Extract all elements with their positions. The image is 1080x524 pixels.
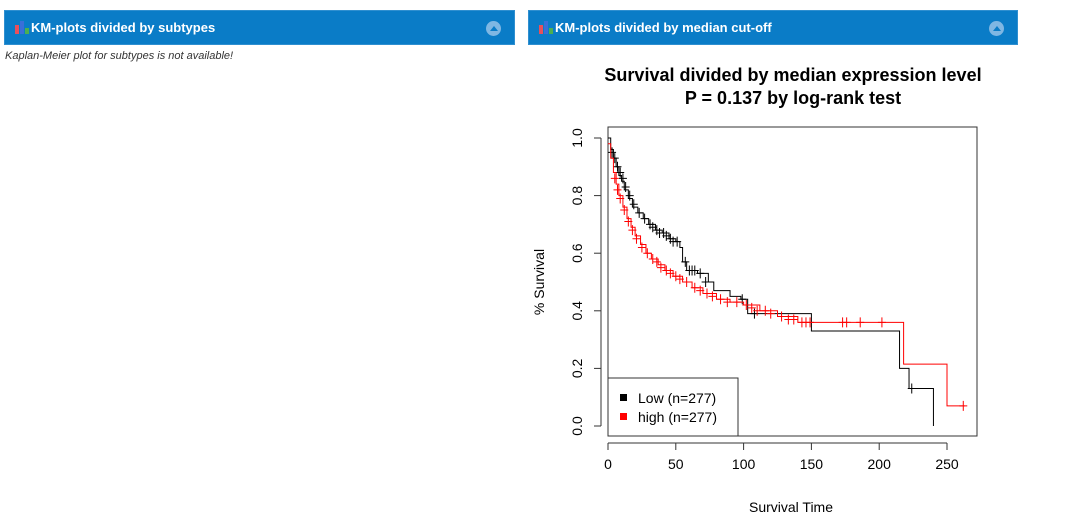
- censor-mark-low: [738, 294, 747, 305]
- legend-box: [607, 377, 739, 437]
- panel-title: KM-plots divided by subtypes: [31, 20, 216, 35]
- censor-mark-high: [632, 233, 641, 244]
- censor-mark-high: [616, 193, 625, 204]
- censor-mark-high: [610, 173, 619, 184]
- censor-mark-high: [620, 205, 629, 215]
- censor-mark-high: [761, 305, 770, 316]
- censor-mark-high: [702, 288, 711, 299]
- legend-label-high: high (n=277): [638, 409, 717, 425]
- x-tick-label: 100: [732, 456, 756, 472]
- y-axis-label: % Survival: [531, 249, 547, 315]
- censor-mark-low: [907, 383, 916, 394]
- censor-mark-high: [648, 253, 657, 264]
- y-tick-label: 0.4: [569, 301, 585, 321]
- censor-mark-high: [732, 297, 741, 308]
- censor-mark-high: [613, 184, 622, 195]
- censor-mark-low: [625, 190, 634, 201]
- y-tick-label: 0.2: [569, 358, 585, 378]
- censor-mark-high: [742, 300, 751, 311]
- censor-mark-high: [877, 317, 886, 328]
- censor-mark-high: [856, 317, 865, 328]
- x-tick-label: 150: [800, 456, 824, 472]
- panel-header-median-cutoff[interactable]: KM-plots divided by median cut-off: [528, 10, 1018, 45]
- censor-mark-low: [629, 199, 638, 210]
- censor-mark-low: [648, 222, 657, 233]
- censor-mark-low: [608, 147, 617, 158]
- censor-mark-low: [618, 173, 627, 184]
- censor-mark-low: [613, 161, 622, 172]
- panel-header-subtypes[interactable]: KM-plots divided by subtypes: [4, 10, 515, 45]
- collapse-icon[interactable]: [486, 21, 501, 36]
- x-tick-label: 200: [868, 456, 892, 472]
- censor-mark-high: [662, 265, 671, 276]
- censor-mark-high: [753, 305, 762, 316]
- censor-mark-high: [682, 277, 691, 287]
- y-tick-label: 0.8: [569, 186, 585, 206]
- censor-mark-high: [675, 274, 684, 285]
- censor-mark-high: [747, 302, 756, 313]
- censor-mark-low: [640, 213, 649, 224]
- panel-title: KM-plots divided by median cut-off: [555, 20, 772, 35]
- censor-mark-low: [621, 181, 630, 192]
- chart-title: Survival divided by median expression le…: [604, 65, 981, 85]
- censor-mark-high: [696, 285, 705, 296]
- km-plot: Survival divided by median expression le…: [531, 65, 982, 515]
- y-tick-label: 1.0: [569, 128, 585, 148]
- censor-mark-high: [708, 291, 717, 302]
- censor-mark-high: [690, 282, 699, 293]
- legend-swatch-low: [620, 394, 627, 401]
- censor-mark-high: [656, 262, 665, 273]
- censor-mark-low: [681, 256, 690, 267]
- censor-mark-low: [662, 230, 671, 241]
- x-tick-label: 0: [604, 456, 612, 472]
- censor-mark-low: [696, 268, 705, 279]
- censor-mark-high: [624, 216, 633, 227]
- x-tick-label: 250: [935, 456, 959, 472]
- censor-mark-low: [635, 207, 644, 218]
- not-available-message: Kaplan-Meier plot for subtypes is not av…: [5, 50, 234, 62]
- censor-mark-high: [628, 225, 637, 236]
- y-axis: 0.0 0.2 0.4 0.6 0.8 1.0: [569, 128, 602, 436]
- censor-mark-low: [616, 167, 625, 178]
- x-axis: 0 50 100 150 200 250: [604, 442, 959, 472]
- censor-mark-high: [959, 400, 968, 411]
- censor-mark-high: [716, 294, 725, 305]
- y-tick-label: 0.0: [569, 416, 585, 436]
- chart-subtitle: P = 0.137 by log-rank test: [685, 88, 901, 108]
- y-tick-label: 0.6: [569, 243, 585, 263]
- censor-mark-high: [643, 248, 652, 259]
- censor-mark-high: [806, 317, 815, 328]
- censor-mark-high: [842, 317, 851, 328]
- survival-curve-high: [608, 143, 965, 407]
- censor-mark-high: [777, 311, 786, 322]
- x-tick-label: 50: [668, 456, 684, 472]
- censor-mark-high: [666, 268, 675, 279]
- legend-label-low: Low (n=277): [638, 390, 716, 406]
- legend-swatch-high: [620, 413, 627, 420]
- censor-mark-high: [637, 242, 646, 253]
- censor-mark-high: [789, 314, 798, 325]
- censor-mark-low: [673, 236, 682, 247]
- x-axis-label: Survival Time: [749, 499, 833, 515]
- legend: Low (n=277) high (n=277): [607, 377, 739, 437]
- plot-frame: [607, 126, 978, 437]
- censor-mark-high: [723, 297, 732, 308]
- survival-curves: [608, 137, 968, 426]
- bar-chart-icon: [539, 21, 553, 34]
- censor-mark-high: [671, 271, 680, 282]
- censor-mark-low: [690, 265, 699, 276]
- censor-mark-high: [652, 256, 661, 267]
- censor-mark-high: [766, 308, 775, 319]
- collapse-icon[interactable]: [989, 21, 1004, 36]
- bar-chart-icon: [15, 21, 29, 34]
- censor-mark-low: [701, 277, 710, 287]
